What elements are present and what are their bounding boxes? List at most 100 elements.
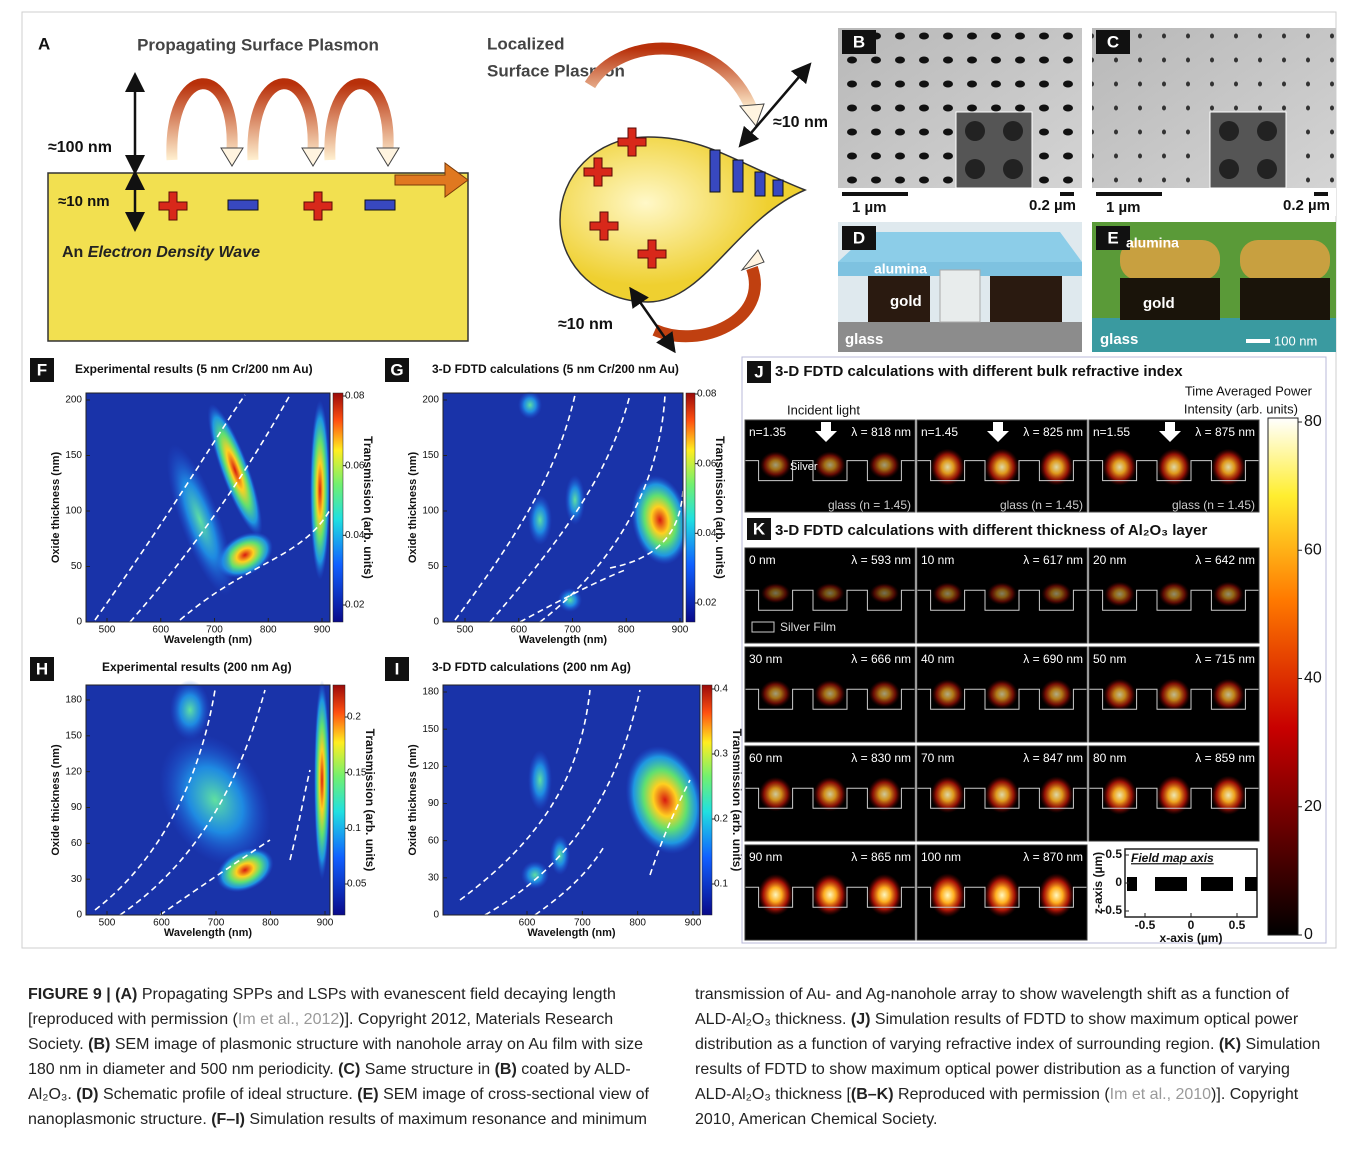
label: 50 nm bbox=[1093, 652, 1126, 666]
panel-label: C bbox=[1107, 32, 1119, 51]
y-tick-label: 100 bbox=[422, 506, 439, 517]
field-hotspot bbox=[1211, 776, 1246, 815]
label: glass (n = 1.45) bbox=[828, 498, 911, 512]
y-tick-label: 0 bbox=[76, 910, 82, 921]
y-tick-label: 30 bbox=[428, 872, 440, 883]
wave-text-part: Electron Density Wave bbox=[88, 244, 260, 261]
y-tick-label: 90 bbox=[71, 802, 83, 813]
minus-charge bbox=[733, 160, 743, 192]
label: n=1.35 bbox=[749, 425, 786, 439]
colorbar-tick-label: 40 bbox=[1304, 670, 1322, 687]
heatmap-field bbox=[86, 393, 330, 622]
panel-label: I bbox=[395, 659, 400, 678]
minus-charge bbox=[773, 180, 783, 196]
panel-label: A bbox=[38, 34, 50, 53]
colorbar bbox=[686, 393, 695, 622]
label: glass bbox=[845, 331, 883, 348]
y-tick-label: 120 bbox=[65, 766, 82, 777]
colorbar-label: Transmission (arb. units) bbox=[361, 436, 375, 579]
label: 1 µm bbox=[1106, 199, 1141, 216]
field-hotspot bbox=[932, 679, 964, 709]
plot-title: 3-D FDTD calculations (200 nm Ag) bbox=[432, 660, 631, 674]
label: 30 nm bbox=[749, 652, 782, 666]
colorbar-label: Transmission (arb. units) bbox=[713, 436, 727, 579]
colorbar-tick-label: 20 bbox=[1304, 798, 1322, 815]
label: λ = 642 nm bbox=[1195, 553, 1255, 567]
caption-text: (F–I) bbox=[211, 1111, 245, 1128]
y-tick-label: 200 bbox=[422, 395, 439, 406]
arrow-head bbox=[302, 148, 324, 166]
y-tick-label: 150 bbox=[65, 730, 82, 741]
colorbar bbox=[702, 685, 712, 915]
scale-bar bbox=[1314, 192, 1328, 196]
field-hotspot bbox=[1211, 449, 1245, 486]
x-tick-label: 900 bbox=[314, 625, 331, 636]
y-tick-label: 180 bbox=[422, 687, 439, 698]
field-hotspot bbox=[813, 777, 846, 811]
label: 20 nm bbox=[1093, 553, 1126, 567]
colorbar-tick-label: 0.08 bbox=[697, 389, 717, 400]
label: 10 nm bbox=[921, 553, 954, 567]
label: ≈10 nm bbox=[558, 316, 613, 333]
heatmap-blob bbox=[310, 400, 330, 580]
inset-hole bbox=[1219, 121, 1239, 141]
inset-hole bbox=[1257, 159, 1277, 179]
plot-title: Experimental results (5 nm Cr/200 nm Au) bbox=[75, 362, 313, 376]
x-tick-label: 800 bbox=[618, 625, 635, 636]
label: glass (n = 1.45) bbox=[1172, 498, 1255, 512]
caption: FIGURE 9 | (A) Propagating SPPs and LSPs… bbox=[28, 982, 1328, 1132]
y-axis-label: Oxide thickness (nm) bbox=[50, 744, 62, 856]
label: gold bbox=[890, 293, 922, 310]
scale-bar bbox=[1096, 192, 1162, 196]
colorbar-tick-label: 0.05 bbox=[347, 879, 367, 890]
y-tick-label: 30 bbox=[71, 874, 83, 885]
colorbar-tick-label: 0 bbox=[1304, 926, 1313, 943]
field-hotspot bbox=[815, 583, 844, 603]
x-tick-label: 900 bbox=[317, 918, 334, 929]
caption-text: (K) bbox=[1219, 1036, 1241, 1053]
panel-label: K bbox=[753, 519, 766, 538]
panel-label: G bbox=[390, 360, 403, 379]
label: λ = 830 nm bbox=[851, 751, 911, 765]
citation-link[interactable]: Im et al., 2010 bbox=[1110, 1086, 1211, 1103]
x-tick-label: -0.5 bbox=[1135, 918, 1156, 932]
label: 0 nm bbox=[749, 553, 776, 567]
colorbar-tick-label: 0.08 bbox=[345, 391, 365, 402]
label: λ = 865 nm bbox=[851, 850, 911, 864]
colorbar-tick-label: 0.2 bbox=[347, 712, 361, 723]
heatmap-field bbox=[443, 391, 695, 622]
field-hotspot bbox=[761, 583, 790, 603]
label: 0.2 µm bbox=[1283, 197, 1330, 214]
arrow-head bbox=[377, 148, 399, 166]
title: Localized bbox=[487, 34, 564, 53]
field-hotspot bbox=[1159, 582, 1190, 607]
plot-title: 3-D FDTD calculations (5 nm Cr/200 nm Au… bbox=[432, 362, 679, 376]
field-hotspot bbox=[1213, 582, 1244, 607]
citation-link[interactable]: Im et al., 2012 bbox=[238, 1011, 339, 1028]
minus-charge bbox=[710, 150, 720, 192]
y-axis-label: Oxide thickness (nm) bbox=[50, 452, 62, 564]
y-tick-label: 180 bbox=[65, 695, 82, 706]
field-hotspot bbox=[1102, 776, 1137, 815]
y-tick-label: 150 bbox=[65, 450, 82, 461]
label: λ = 593 nm bbox=[851, 553, 911, 567]
minus-charge bbox=[755, 172, 765, 196]
x-axis-label: Wavelength (nm) bbox=[519, 634, 608, 646]
y-tick-label: 0 bbox=[433, 617, 439, 628]
y-tick-label: 60 bbox=[71, 838, 83, 849]
label: λ = 617 nm bbox=[1023, 553, 1083, 567]
y-tick-label: 0 bbox=[76, 617, 82, 628]
field-hotspot bbox=[760, 451, 791, 478]
label: 70 nm bbox=[921, 751, 954, 765]
colorbar-tick-label: 60 bbox=[1304, 541, 1322, 558]
heatmap-blob bbox=[518, 391, 542, 419]
silver-block bbox=[1127, 877, 1137, 891]
field-hotspot bbox=[986, 679, 1018, 709]
label: 100 nm bbox=[1274, 333, 1317, 348]
heatmap-field bbox=[86, 680, 330, 915]
field-hotspot bbox=[1103, 449, 1137, 486]
x-tick-label: 800 bbox=[260, 625, 277, 636]
caption-text: Same structure in bbox=[360, 1061, 494, 1078]
label: glass (n = 1.45) bbox=[1000, 498, 1083, 512]
x-tick-label: 500 bbox=[99, 918, 116, 929]
